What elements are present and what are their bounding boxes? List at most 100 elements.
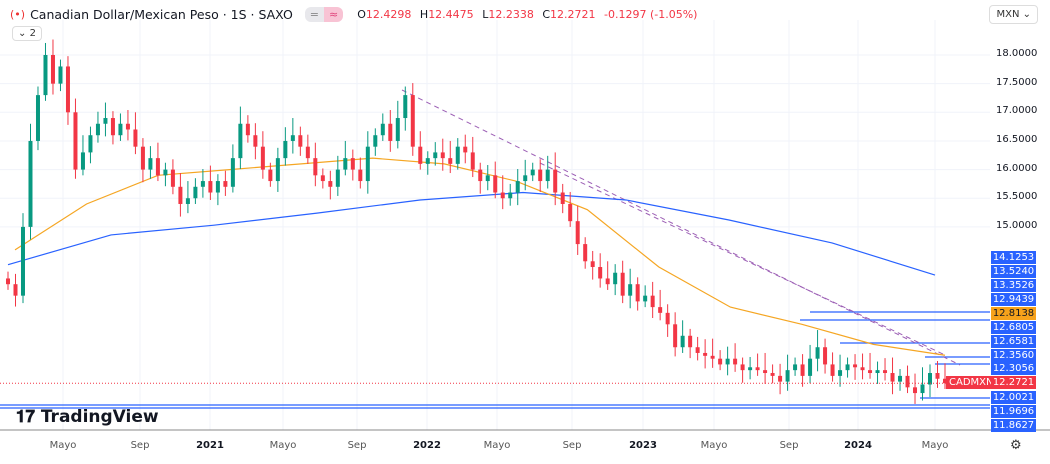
x-tick-label: Mayo	[49, 440, 77, 451]
candle-body	[718, 358, 723, 365]
candle-body	[463, 146, 468, 153]
price-level-label: 12.3560	[991, 349, 1036, 362]
candle-body	[493, 175, 498, 193]
candle-body	[695, 347, 700, 353]
candle-body	[845, 364, 850, 371]
candle-body	[800, 364, 805, 376]
candle-body	[6, 278, 10, 285]
candle-body	[125, 123, 130, 130]
candle-body	[583, 244, 588, 262]
candle-body	[620, 272, 625, 296]
candle-body	[118, 123, 123, 136]
candle-body	[598, 267, 603, 279]
candle-body	[815, 347, 820, 359]
candle-body	[703, 352, 708, 356]
candle-body	[523, 175, 528, 182]
candle-body	[380, 123, 385, 136]
candle-body	[223, 181, 228, 187]
candle-body	[530, 169, 535, 176]
candle-body	[425, 158, 430, 164]
candle-body	[298, 135, 303, 147]
candle-body	[418, 146, 423, 164]
trendline-dashed	[539, 162, 946, 356]
symbol-title[interactable]: Canadian Dollar/Mexican Peso · 1S · SAXO	[30, 7, 293, 22]
candle-body	[65, 66, 70, 113]
candle-body	[328, 181, 333, 187]
candle-body	[403, 95, 408, 119]
price-level-label: 11.8627	[991, 419, 1036, 432]
candle-body	[28, 140, 33, 227]
candle-body	[275, 158, 280, 182]
candle-body	[905, 375, 910, 388]
minus-icon[interactable]: =	[304, 7, 325, 22]
candle-body	[913, 387, 918, 394]
candle-body	[853, 364, 858, 368]
candle-body	[95, 123, 100, 136]
candle-body	[680, 335, 685, 348]
candle-body	[725, 358, 730, 365]
price-level-label: 12.2721	[991, 376, 1036, 389]
chart-mode-toggle[interactable]: = ≈	[304, 7, 344, 22]
ohlc-readout: O12.4298 H12.4475 L12.2338 C12.2721 -0.1…	[357, 8, 698, 21]
candle-body	[568, 203, 573, 222]
candle-body	[898, 375, 903, 382]
candle-body	[860, 367, 865, 371]
candle-body	[650, 295, 655, 308]
candle-body	[770, 373, 775, 376]
candle-body	[928, 373, 933, 385]
candle-body	[665, 312, 670, 325]
candle-body	[508, 192, 513, 199]
candle-body	[808, 358, 813, 376]
candle-body	[785, 370, 790, 382]
candle-body	[410, 95, 415, 147]
x-tick-label: Mayo	[921, 440, 949, 451]
candle-body	[35, 95, 40, 141]
currency-select[interactable]: MXN ⌄	[989, 5, 1038, 24]
price-level-label: 12.6805	[991, 321, 1036, 334]
y-tick-label: 15.0000	[996, 219, 1038, 231]
candle-body	[890, 373, 895, 382]
x-tick-label: 2023	[629, 440, 657, 451]
x-tick-label: 2024	[844, 440, 872, 451]
candle-body	[350, 158, 355, 170]
candle-body	[230, 158, 235, 187]
candle-body	[343, 158, 348, 170]
approx-icon[interactable]: ≈	[324, 7, 344, 22]
indicators-collapse-button[interactable]: ⌄ 2	[12, 26, 42, 41]
candle-body	[838, 370, 843, 376]
y-tick-label: 16.5000	[996, 133, 1038, 145]
price-level-label: 12.9439	[991, 293, 1036, 306]
y-tick-label: 18.0000	[996, 48, 1038, 59]
x-tick-label: Sep	[779, 440, 799, 451]
candle-body	[395, 118, 400, 141]
candle-body	[110, 118, 115, 136]
candle-body	[58, 66, 63, 84]
candle-body	[433, 152, 438, 159]
candle-body	[88, 135, 93, 153]
candle-body	[200, 181, 205, 187]
x-tick-label: Sep	[130, 440, 150, 451]
settings-gear-icon[interactable]: ⚙	[1010, 438, 1022, 453]
candle-body	[943, 378, 947, 384]
candle-body	[73, 112, 78, 170]
candle-body	[388, 123, 393, 141]
price-level-label: 12.6581	[991, 335, 1036, 348]
candle-body	[605, 278, 610, 285]
moving-average-slow	[7, 191, 936, 276]
flag-icon: (•)	[10, 8, 26, 21]
chart-header: (•) Canadian Dollar/Mexican Peso · 1S · …	[10, 7, 702, 22]
candle-body	[305, 146, 310, 159]
candle-body	[238, 123, 243, 159]
y-tick-label: 17.0000	[996, 105, 1038, 117]
price-level-label: 11.9696	[991, 405, 1036, 418]
trendline-dashed	[401, 89, 961, 366]
candle-body	[133, 129, 138, 147]
candle-body	[673, 324, 678, 348]
candle-body	[613, 272, 618, 285]
candle-body	[688, 335, 693, 348]
candle-body	[875, 370, 880, 374]
x-tick-label: Sep	[562, 440, 582, 451]
candle-body	[440, 152, 445, 159]
x-tick-label: 2022	[413, 440, 441, 451]
